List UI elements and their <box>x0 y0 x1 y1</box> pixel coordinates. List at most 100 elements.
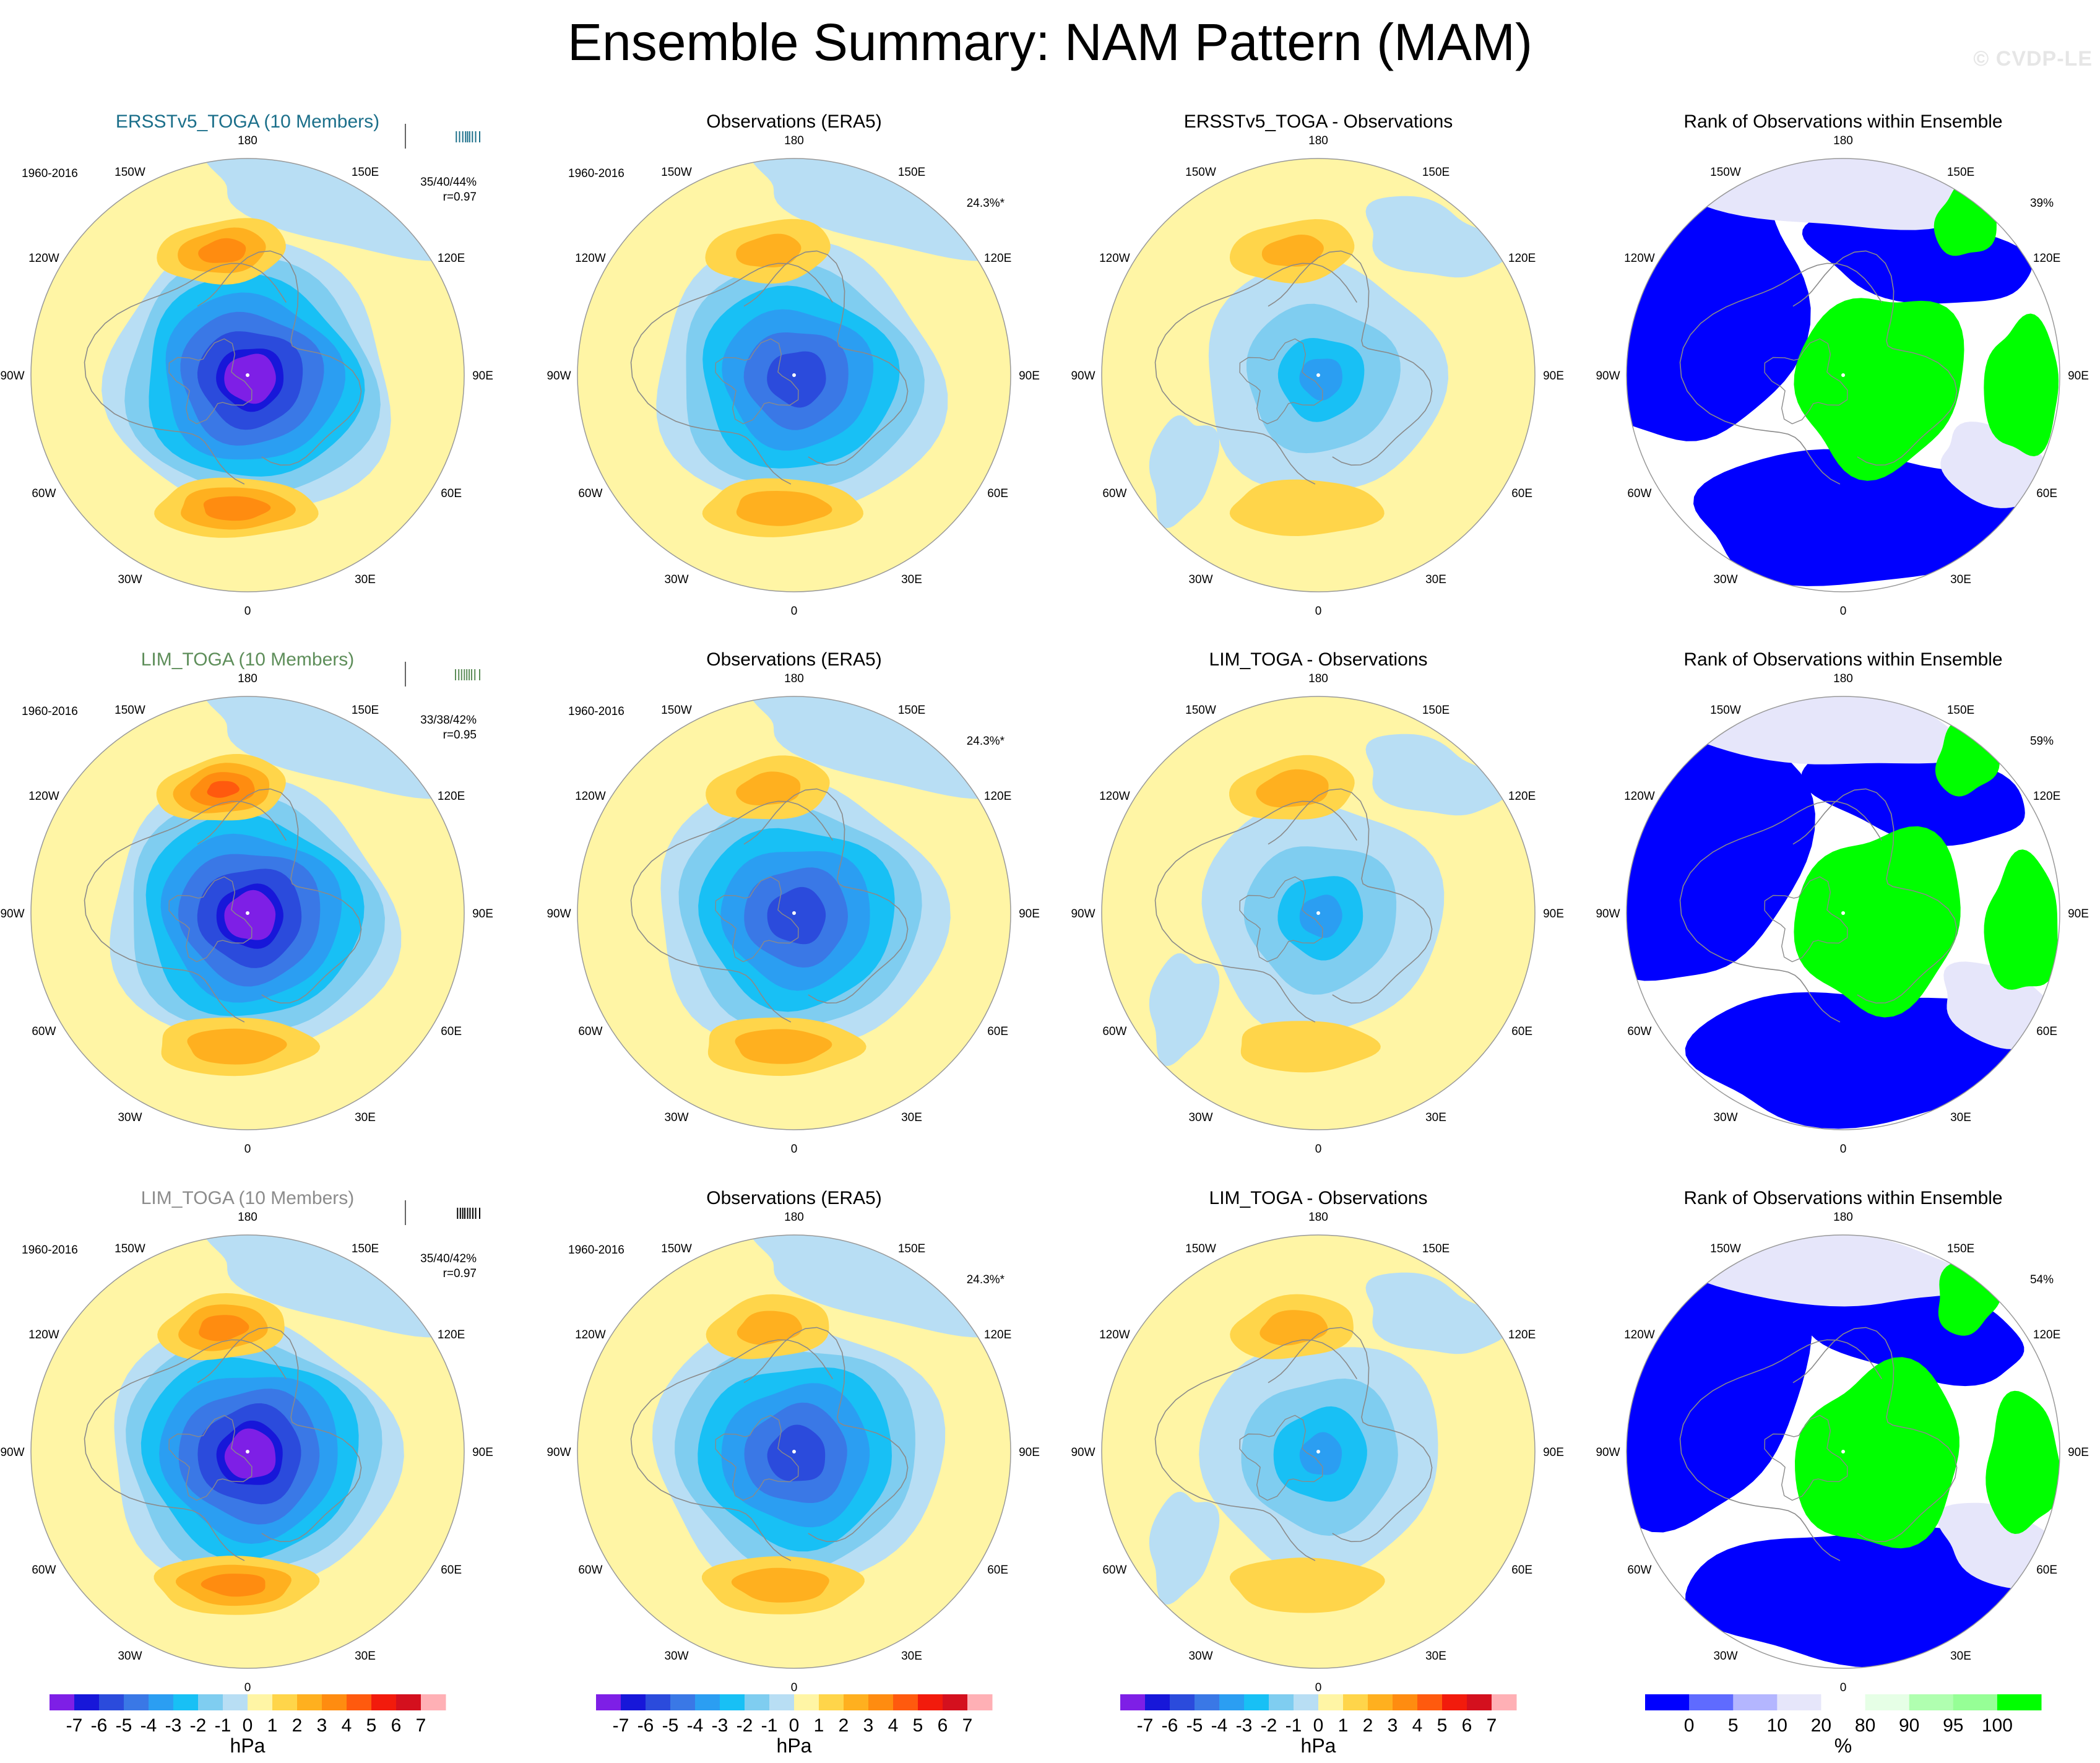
lon-label: 30E <box>1425 573 1446 586</box>
colorbar-swatch <box>322 1694 347 1710</box>
map-panel-r0-c1: 180 150E 120E 90E 60E 30E 0 30W 60W 90W 120W 150W Ob… <box>547 111 1039 618</box>
colorbar-swatch <box>1492 1694 1517 1710</box>
period-label: 1960-2016 <box>22 1244 78 1257</box>
colorbar-swatch <box>74 1694 100 1710</box>
coastline <box>630 262 833 485</box>
coastline <box>84 262 287 485</box>
map-field <box>1627 1235 2060 1668</box>
high-contour-2 <box>187 1028 287 1065</box>
coastline <box>1679 262 1882 485</box>
lon-label: 180 <box>1833 672 1853 685</box>
map-boundary <box>577 1234 1011 1669</box>
variance-pct: 39% <box>2030 197 2054 210</box>
colorbar-swatch <box>918 1694 943 1710</box>
lon-label: 150E <box>1947 1242 1974 1255</box>
colorbar-swatch <box>670 1694 696 1710</box>
lon-label: 180 <box>784 134 804 147</box>
colorbar-label: -5 <box>662 1715 679 1736</box>
colorbar-swatch <box>1417 1694 1443 1710</box>
colorbar-label: -3 <box>1236 1715 1253 1736</box>
lon-label: 90W <box>1071 907 1095 920</box>
pattern-correlation: r=0.95 <box>443 729 477 742</box>
coastline <box>1679 1339 1882 1561</box>
variance-pct: 59% <box>2030 735 2054 748</box>
colorbar-swatch <box>1442 1694 1467 1710</box>
lon-label: 90E <box>1019 1446 1040 1459</box>
low-contour-3 <box>1299 894 1342 938</box>
lon-label: 120E <box>2033 1328 2060 1341</box>
colorbar-swatch <box>1909 1694 1954 1710</box>
rank-region <box>1795 1357 1960 1549</box>
map-boundary <box>1101 158 1536 592</box>
panel-title: LIM_TOGA - Observations <box>1209 649 1428 670</box>
low-belt <box>1365 196 1508 278</box>
lon-label: 90E <box>1543 370 1564 383</box>
north-pole-marker <box>1841 911 1845 915</box>
lon-label: 90E <box>1543 907 1564 920</box>
low-contour-3 <box>1299 358 1342 401</box>
lon-label: 60E <box>441 1564 462 1577</box>
pattern-correlation: r=0.97 <box>443 1267 477 1280</box>
lon-label: 150W <box>1185 704 1216 717</box>
colorbar-swatch <box>347 1694 372 1710</box>
lon-label: 90E <box>472 1446 493 1459</box>
map-field <box>1102 158 1535 592</box>
colorbar-swatch <box>1269 1694 1294 1710</box>
lon-label: 150W <box>661 704 692 717</box>
high-contour-2 <box>736 491 832 526</box>
colorbar-swatch <box>1219 1694 1245 1710</box>
lon-label: 120E <box>438 1328 465 1341</box>
lon-label: 30W <box>664 1650 688 1663</box>
high-contour-1 <box>1230 1557 1385 1613</box>
colorbar-label: 5 <box>366 1715 377 1736</box>
panel-title: Observations (ERA5) <box>706 111 881 132</box>
colorbar-1: -7 -6 -5 -4 -3 -2 -1 0 1 2 3 4 5 6 7 hPa <box>596 1694 993 1757</box>
lon-label: 150W <box>115 166 145 179</box>
lon-label: 30E <box>901 573 922 586</box>
lon-label: 30W <box>664 573 688 586</box>
lon-label: 90E <box>2068 370 2089 383</box>
low-contour-7 <box>224 353 276 404</box>
lon-label: 90W <box>1596 370 1620 383</box>
rank-region <box>1794 826 1961 1018</box>
colorbar-label: -5 <box>1186 1715 1203 1736</box>
lon-label: 30E <box>355 573 376 586</box>
rank-region <box>1984 849 2058 990</box>
lon-label: 0 <box>1840 605 1847 618</box>
lon-label: 0 <box>791 605 798 618</box>
colorbar-swatch <box>99 1694 124 1710</box>
high-contour-3 <box>203 496 271 521</box>
north-pole-marker <box>1841 373 1845 377</box>
colorbar-swatch <box>149 1694 174 1710</box>
lon-label: 60E <box>1511 1025 1532 1038</box>
lon-label: 0 <box>1315 605 1322 618</box>
lon-label: 60E <box>441 487 462 500</box>
high-contour-3 <box>198 238 246 263</box>
coastline <box>1154 262 1357 485</box>
colorbar-swatch <box>1821 1694 1865 1710</box>
colorbar-swatch <box>1195 1694 1220 1710</box>
panel-title: ERSSTv5_TOGA (10 Members) <box>116 111 379 132</box>
panel-title: Observations (ERA5) <box>706 1188 881 1208</box>
lon-label: 120E <box>1508 1328 1536 1341</box>
coastline <box>1154 1339 1357 1561</box>
high-contour-1 <box>1229 479 1385 536</box>
coastline <box>197 1327 362 1543</box>
colorbar-label: -5 <box>116 1715 132 1736</box>
colorbar-swatch <box>794 1694 819 1710</box>
high-contour-2 <box>735 1029 832 1064</box>
lon-label: 120E <box>1508 252 1536 265</box>
colorbar-swatch <box>421 1694 446 1710</box>
map-boundary <box>1626 158 2060 592</box>
colorbar-label: 6 <box>391 1715 402 1736</box>
colorbar-swatch <box>1865 1694 1910 1710</box>
colorbar-label: 6 <box>938 1715 948 1736</box>
map-panel-r0-c0: 180 150E 120E 90E 60E 30E 0 30W 60W 90W 120W 150W ER… <box>0 111 493 618</box>
colorbar-swatch <box>124 1694 149 1710</box>
lon-label: 0 <box>1315 1143 1322 1156</box>
lon-label: 30W <box>1713 1111 1737 1124</box>
lon-label: 120E <box>2033 790 2060 803</box>
colorbar-0: -7 -6 -5 -4 -3 -2 -1 0 1 2 3 4 5 6 7 hPa <box>50 1694 446 1757</box>
low-belt <box>1365 734 1508 816</box>
